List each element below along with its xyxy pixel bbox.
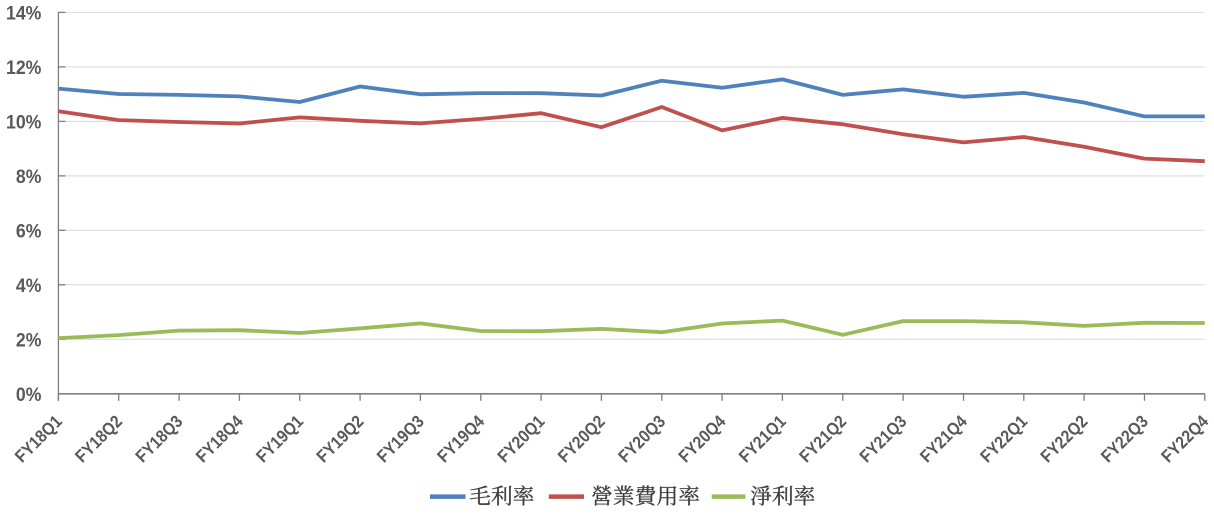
svg-text:12%: 12%: [6, 58, 41, 79]
svg-text:0%: 0%: [16, 385, 42, 406]
svg-text:6%: 6%: [16, 221, 42, 242]
svg-text:10%: 10%: [6, 112, 41, 133]
svg-text:14%: 14%: [6, 3, 41, 24]
svg-text:4%: 4%: [16, 276, 42, 297]
svg-text:2%: 2%: [16, 330, 42, 351]
svg-text:8%: 8%: [16, 167, 42, 188]
